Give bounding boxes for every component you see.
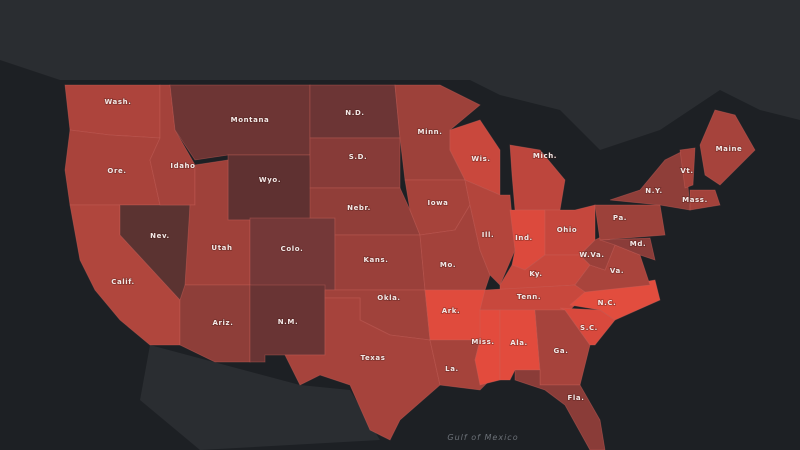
- state: [699, 109, 756, 186]
- state: [689, 189, 721, 211]
- state-label: Minn.: [418, 128, 443, 136]
- state-label: Miss.: [471, 338, 494, 346]
- state: [249, 217, 336, 291]
- state-label: Va.: [610, 267, 624, 275]
- state-label: Colo.: [281, 245, 304, 253]
- state-label: Maine: [716, 145, 743, 153]
- state-label: Nev.: [150, 232, 170, 240]
- state-label: Iowa: [427, 199, 448, 207]
- state-label: Ky.: [529, 270, 542, 278]
- state-label: N.Y.: [645, 187, 663, 195]
- state-label: Ala.: [510, 339, 528, 347]
- state-label: Utah: [211, 244, 232, 252]
- water-label: Gulf of Mexico: [447, 433, 518, 442]
- state: [249, 284, 326, 363]
- state: [424, 289, 486, 341]
- state-label: N.M.: [278, 318, 299, 326]
- state-label: Texas: [361, 354, 386, 362]
- states: [64, 84, 756, 450]
- state-label: Tenn.: [517, 293, 541, 301]
- state-label: Ohio: [557, 226, 578, 234]
- state-label: Mass.: [682, 196, 708, 204]
- labels: Wash. Ore. Calif. Nev. Idaho Montana Wyo. Utah C…: [104, 97, 743, 403]
- state-label: Ore.: [107, 167, 126, 175]
- state: [64, 84, 161, 139]
- state-label: Wash.: [104, 98, 131, 106]
- state: [309, 137, 401, 189]
- state-label: La.: [445, 365, 459, 373]
- state-label: Fla.: [568, 394, 585, 402]
- state-label: W.Va.: [579, 251, 604, 259]
- state-label: S.D.: [349, 153, 368, 161]
- state-label: S.C.: [580, 324, 598, 332]
- state-label: Kans.: [364, 256, 389, 264]
- state: [227, 154, 313, 221]
- state-label: Ark.: [442, 307, 461, 315]
- state-label: Wyo.: [259, 176, 281, 184]
- state-label: N.D.: [345, 109, 364, 117]
- state-label: Okla.: [377, 294, 400, 302]
- state-label: Md.: [630, 240, 646, 248]
- state-label: Montana: [231, 116, 270, 124]
- state-label: Ind.: [515, 234, 533, 242]
- canada-land: [0, 0, 800, 150]
- state-label: Nebr.: [347, 204, 371, 212]
- state-label: Pa.: [613, 214, 627, 222]
- state-label: Ill.: [482, 231, 494, 239]
- mexico-land: [140, 345, 380, 450]
- state-label: Ariz.: [212, 319, 233, 327]
- state-label: Mo.: [440, 261, 456, 269]
- state-label: N.C.: [598, 299, 617, 307]
- state-label: Ga.: [554, 347, 569, 355]
- state: [594, 204, 666, 241]
- state: [514, 369, 606, 450]
- state: [679, 147, 696, 189]
- state-label: Mich.: [533, 152, 557, 160]
- state: [599, 237, 656, 261]
- state-label: Vt.: [680, 167, 693, 175]
- state-label: Calif.: [111, 278, 135, 286]
- state-label: Wis.: [471, 155, 490, 163]
- state-label: Idaho: [170, 162, 195, 170]
